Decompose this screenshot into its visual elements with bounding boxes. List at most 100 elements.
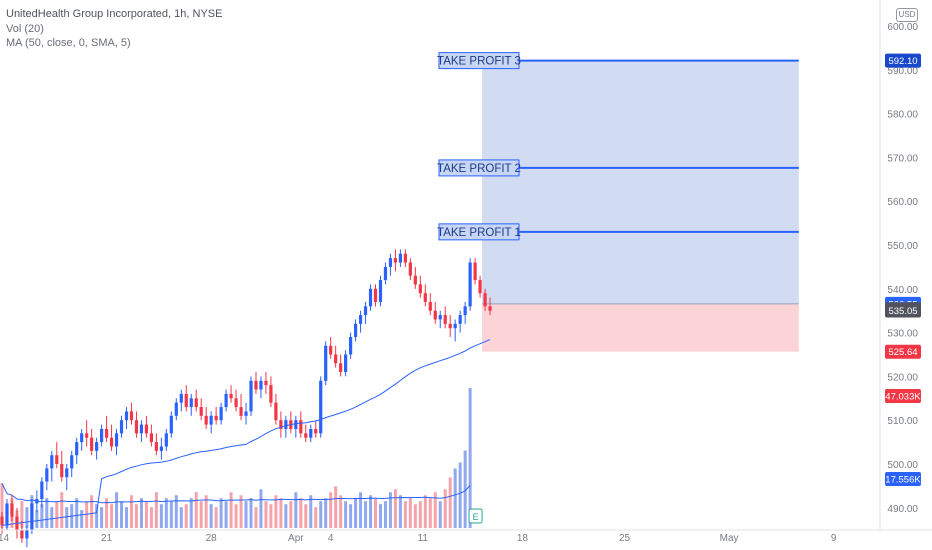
volume-bar [204, 495, 208, 528]
volume-bar [433, 492, 437, 528]
time-axis[interactable]: 14 21 28 Apr 4 11 18 25 May 9 [0, 529, 932, 544]
volume-label: 47.033K [885, 392, 921, 403]
candle-body [324, 345, 328, 381]
candle-body [279, 420, 283, 429]
price-tick-label: 500.00 [887, 460, 918, 471]
candle-body [344, 354, 348, 373]
volume-bar [294, 492, 298, 528]
candle-body [488, 306, 492, 311]
candle-body [90, 437, 94, 451]
candle-body [274, 402, 278, 421]
candle-body [473, 262, 477, 281]
candle-body [349, 336, 353, 355]
volume-bar [349, 504, 353, 528]
volume-bar [199, 501, 203, 528]
price-tick-label: 520.00 [887, 372, 918, 383]
time-tick-label: 25 [619, 533, 631, 544]
candle-body [463, 306, 467, 316]
candle-body [20, 529, 24, 539]
volume-bar [65, 507, 69, 528]
candle-body [60, 464, 64, 478]
volume-bar [324, 498, 328, 528]
candle-body [80, 433, 84, 443]
candle-body [453, 323, 457, 329]
volume-bar [423, 495, 427, 528]
volume-bar [179, 507, 183, 528]
take-profit-label-box [438, 223, 520, 241]
volume-bar [304, 504, 308, 528]
candle-body [149, 433, 153, 443]
time-tick-label: 14 [0, 533, 9, 544]
currency-badge[interactable]: USD [896, 8, 918, 22]
candle-body [423, 293, 427, 302]
volume-bar [159, 504, 163, 528]
candle-body [159, 446, 163, 451]
candle-body [259, 380, 263, 390]
time-tick-label: 21 [101, 533, 113, 544]
candle-body [209, 415, 213, 425]
volume-bars [0, 388, 472, 528]
time-tick-label: 11 [418, 533, 429, 544]
volume-bar [55, 501, 59, 528]
candle-body [114, 433, 119, 447]
volume-bar [174, 495, 178, 528]
legend-ma: MA (50, close, 0, SMA, 5) [6, 37, 131, 49]
candle-body [65, 468, 69, 478]
volume-bar [314, 507, 318, 528]
volume-bar [383, 501, 387, 528]
candle-body [179, 393, 183, 403]
volume-bar [189, 498, 193, 528]
volume-bar [443, 489, 447, 528]
candle-body [169, 415, 173, 434]
volume-bar [234, 504, 238, 528]
candle-body [70, 455, 74, 469]
volume-bar [60, 492, 64, 528]
candle-body [483, 293, 487, 307]
volume-bar [453, 468, 457, 528]
volume-bar [249, 498, 253, 528]
price-tick-label: 550.00 [887, 241, 918, 252]
moving-averages [1, 339, 491, 526]
volume-bar [408, 498, 412, 528]
candle-body [433, 310, 437, 320]
stop-zone [482, 303, 799, 352]
price-label-box [885, 303, 921, 318]
price-label: 525.64 [888, 347, 917, 358]
volume-label: 17.556K [885, 475, 921, 486]
volume-bar [458, 462, 462, 528]
volume-bar [354, 498, 358, 528]
candle-body [334, 354, 338, 364]
price-tick-label: 590.00 [887, 66, 918, 77]
volume-bar [259, 489, 263, 528]
candle-body [219, 407, 223, 421]
price-axis[interactable]: 490.00 500.00 510.00 520.00 530.00 540.00 550.… [879, 0, 921, 530]
candle-body [363, 306, 368, 316]
price-label: 592.10 [888, 56, 917, 67]
candle-body [164, 433, 168, 447]
volume-bar [359, 492, 363, 528]
volume-bar [25, 507, 29, 528]
candle-body [184, 393, 188, 408]
volume-bar [214, 507, 218, 528]
candle-body [264, 380, 268, 386]
price-tick-label: 570.00 [887, 153, 918, 164]
candle-body [443, 315, 447, 324]
take-profit-label-box [438, 52, 520, 70]
candle-body [458, 315, 462, 324]
volume-bar [154, 492, 158, 528]
candle-body [119, 420, 124, 434]
candle-body [50, 455, 54, 469]
volume-bar [269, 504, 273, 528]
volume-bar [254, 507, 258, 528]
candle-body [214, 415, 218, 421]
candle-body [139, 424, 144, 434]
volume-bar [284, 504, 288, 528]
candle-body [75, 442, 79, 456]
candle-body [378, 280, 383, 302]
volume-bar [50, 507, 54, 528]
volume-bar [413, 504, 417, 528]
candle-body [10, 503, 14, 517]
candle-body [339, 363, 343, 373]
price-tick-label: 510.00 [887, 416, 918, 427]
